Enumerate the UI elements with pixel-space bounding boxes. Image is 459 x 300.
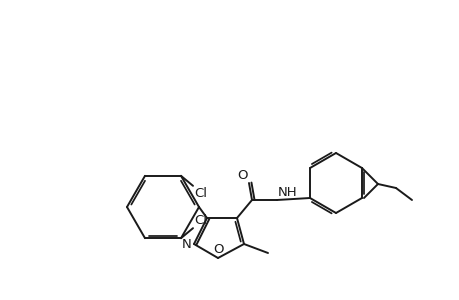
Text: N: N bbox=[182, 238, 191, 251]
Text: NH: NH bbox=[277, 186, 297, 199]
Text: O: O bbox=[213, 243, 224, 256]
Text: Cl: Cl bbox=[194, 214, 207, 227]
Text: Cl: Cl bbox=[194, 187, 207, 200]
Text: O: O bbox=[237, 169, 247, 182]
